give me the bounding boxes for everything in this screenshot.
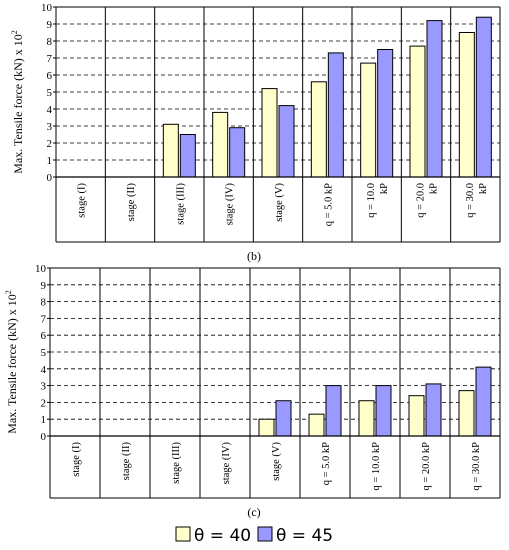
chart-panel-c: 0 1 2 3 4 5 6 7 8 9 10 Max. Tensile force (kN) x 10… (4, 263, 501, 499)
category-label: q = 10.0 kP (371, 442, 382, 491)
category-label: stage (V) (271, 442, 282, 481)
bar-theta-40 (261, 88, 278, 178)
category-label: stage (II) (126, 182, 137, 221)
y-tick-label: 4 (41, 364, 47, 376)
y-tick-label: 0 (41, 431, 47, 443)
y-tick-label: 2 (41, 397, 47, 409)
bar-theta-45 (375, 385, 392, 437)
bar-theta-40 (408, 395, 425, 437)
bar-theta-45 (179, 134, 196, 178)
y-tick-label: 3 (47, 121, 53, 133)
y-tick-label: 3 (41, 381, 47, 393)
bar-theta-45 (229, 127, 246, 178)
y-tick-label: 7 (41, 313, 47, 325)
legend-label-theta-40: θ = 40 (194, 526, 251, 546)
bar-theta-45 (278, 105, 295, 178)
bar-theta-40 (458, 32, 475, 178)
y-tick-label: 2 (47, 138, 53, 150)
legend: θ = 40 θ = 45 (175, 526, 333, 546)
category-label: q = 5.0 kP (321, 442, 332, 485)
bar-theta-40 (360, 62, 377, 178)
bar-theta-40 (308, 413, 325, 437)
bar-theta-40 (409, 45, 426, 178)
bar-theta-45 (377, 49, 394, 178)
y-tick-label: 5 (41, 347, 47, 359)
y-tick-label: 7 (47, 53, 53, 65)
bar-theta-40 (358, 400, 375, 437)
bar-theta-40 (458, 390, 475, 437)
y-axis-label-exponent: 2 (4, 290, 13, 294)
bar-theta-40 (162, 123, 179, 178)
y-tick-label: 8 (41, 297, 47, 309)
bar-theta-40 (212, 111, 229, 178)
category-label: stage (I) (71, 442, 82, 477)
y-tick-label: 1 (47, 155, 53, 167)
bar-theta-45 (475, 366, 492, 437)
y-axis-label: Max. Tensile force (kN) x 102 (10, 30, 25, 174)
y-tick-label: 6 (41, 330, 47, 342)
category-label: stage (II) (121, 441, 132, 480)
category-label: stage (III) (171, 442, 182, 484)
category-label: stage (IV) (225, 183, 236, 226)
category-label: q = 30.0 (465, 183, 476, 218)
legend-swatch-theta-40 (175, 526, 191, 542)
category-label: stage (IV) (221, 442, 232, 485)
y-axis-label: Max. Tensile force (kN) x 102 (4, 290, 19, 434)
y-tick-label: 5 (47, 87, 53, 99)
category-label: stage (V) (274, 183, 285, 222)
y-tick-label: 9 (47, 19, 53, 31)
y-tick-label: 8 (47, 36, 53, 48)
y-axis-label-exponent: 2 (10, 30, 19, 34)
category-label: q = 20.0 kP (421, 442, 432, 491)
y-tick-label: 10 (35, 263, 47, 275)
bar-theta-45 (425, 383, 442, 437)
category-label: kP (379, 183, 390, 194)
bar-theta-45 (475, 16, 492, 178)
category-label: q = 5.0 kP (323, 183, 334, 226)
category-label: q = 20.0 (416, 183, 427, 218)
bar-theta-45 (426, 20, 443, 178)
panel-label-c: (c) (247, 505, 260, 519)
category-label: stage (III) (175, 183, 186, 225)
bar-theta-45 (325, 385, 342, 437)
y-tick-label: 1 (41, 414, 47, 426)
bar-theta-40 (258, 418, 275, 437)
y-tick-label: 6 (47, 70, 53, 82)
bar-theta-40 (310, 81, 327, 178)
bar-theta-45 (327, 52, 344, 178)
y-tick-label: 0 (47, 172, 53, 184)
category-label: kP (478, 183, 489, 194)
y-tick-label: 10 (41, 2, 53, 14)
panel-label-b: (b) (247, 249, 261, 263)
category-label: q = 10.0 (366, 183, 377, 218)
y-tick-label: 4 (47, 104, 53, 116)
y-tick-label: 9 (41, 280, 47, 292)
category-label: stage (I) (77, 183, 88, 218)
chart-panel-b: 0 1 2 3 4 5 6 7 8 9 10 Max. Tensile force (kN) x 10… (10, 2, 501, 243)
legend-swatch-theta-45 (257, 526, 273, 542)
bar-theta-45 (275, 400, 292, 437)
legend-label-theta-45: θ = 45 (276, 526, 333, 546)
category-label: q = 30.0 kP (471, 442, 482, 491)
category-label: kP (429, 183, 440, 194)
